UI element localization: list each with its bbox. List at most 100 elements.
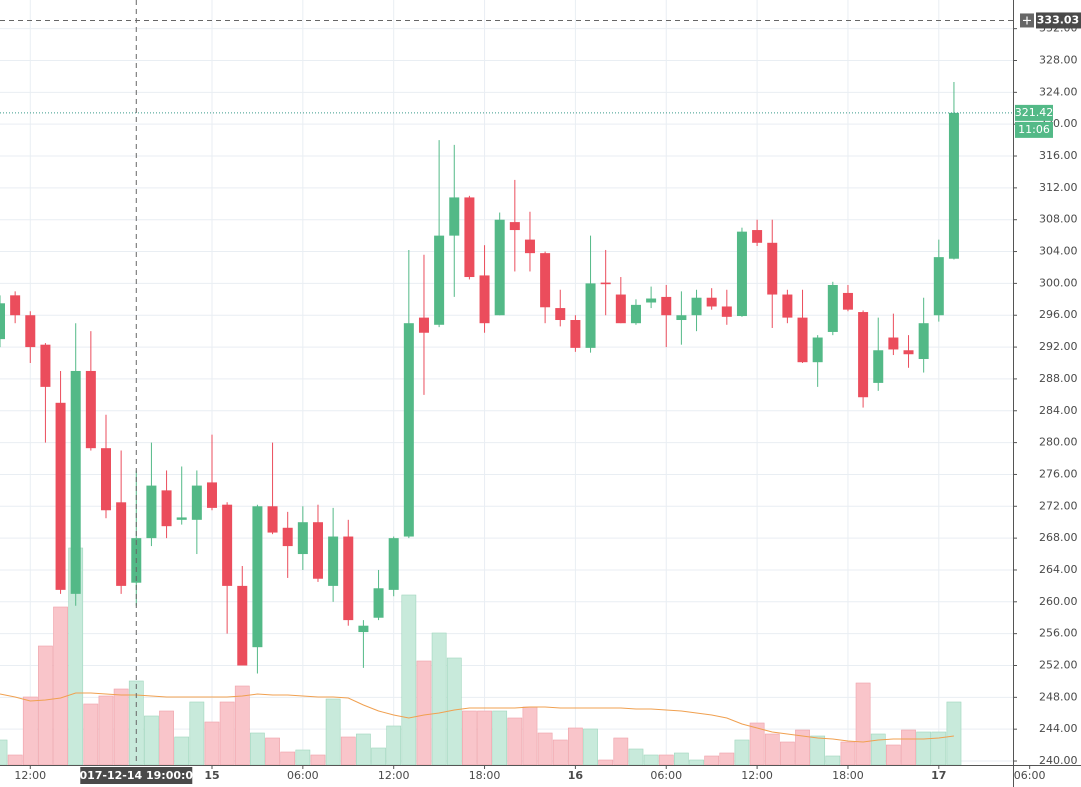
volume-bar bbox=[855, 682, 871, 766]
candle-body bbox=[449, 197, 460, 236]
volume-bar bbox=[416, 660, 432, 766]
volume-bar bbox=[310, 754, 326, 766]
y-tick-label: 248.00 bbox=[1039, 690, 1078, 703]
y-tick-label: 244.00 bbox=[1039, 722, 1078, 735]
volume-bar bbox=[0, 739, 8, 766]
volume-bar bbox=[477, 710, 492, 766]
crosshair-plus[interactable] bbox=[1023, 16, 1031, 25]
y-tick-label: 276.00 bbox=[1039, 467, 1078, 480]
volume-bar bbox=[325, 698, 341, 766]
candle-body bbox=[116, 502, 127, 586]
y-tick-label: 252.00 bbox=[1039, 658, 1078, 671]
y-tick-label: 300.00 bbox=[1039, 276, 1078, 289]
volume-bar bbox=[356, 733, 371, 766]
x-tick-label: 12:00 bbox=[14, 769, 46, 782]
candle-body bbox=[918, 323, 929, 360]
candle-body bbox=[524, 239, 535, 254]
volume-bar bbox=[689, 759, 704, 766]
volume-bar bbox=[507, 717, 523, 766]
volume-bar bbox=[462, 710, 477, 766]
volume-bar bbox=[552, 739, 568, 766]
candle-body bbox=[736, 231, 747, 317]
volume-bar bbox=[431, 632, 447, 766]
x-tick-label: 17 bbox=[931, 769, 946, 782]
volume-bar bbox=[946, 701, 962, 766]
candle-body bbox=[661, 296, 672, 316]
volume-bar bbox=[174, 736, 190, 766]
y-tick-label: 260.00 bbox=[1039, 595, 1078, 608]
y-tick-label: 256.00 bbox=[1039, 627, 1078, 640]
volume-bar bbox=[719, 752, 735, 766]
volume-bar bbox=[38, 645, 53, 766]
time-axis-bg bbox=[0, 765, 1013, 787]
candle-body bbox=[615, 294, 626, 324]
volume-bar bbox=[204, 721, 220, 766]
y-tick-label: 268.00 bbox=[1039, 531, 1078, 544]
y-tick-label: 284.00 bbox=[1039, 404, 1078, 417]
y-tick-label: 324.00 bbox=[1039, 85, 1078, 98]
y-tick-label: 328.00 bbox=[1039, 53, 1078, 66]
grid bbox=[0, 0, 1013, 765]
candle-body bbox=[479, 275, 490, 324]
volume-bar bbox=[658, 754, 674, 766]
y-tick-label: 296.00 bbox=[1039, 308, 1078, 321]
volume-bar bbox=[446, 657, 462, 766]
volume-bar bbox=[598, 759, 614, 766]
overlays bbox=[0, 0, 1013, 765]
candle-body bbox=[373, 588, 384, 618]
volume-bar bbox=[810, 735, 826, 766]
crosshair-price-box bbox=[1036, 12, 1081, 29]
x-tick-label: 06:00 bbox=[1014, 769, 1046, 782]
x-tick-label: 12:00 bbox=[378, 769, 410, 782]
candle-body bbox=[222, 504, 233, 586]
candle-body bbox=[873, 350, 884, 383]
volume-bar bbox=[22, 696, 38, 766]
x-tick-label: 16 bbox=[568, 769, 584, 782]
candle-body bbox=[161, 490, 172, 527]
volume-bar bbox=[901, 729, 916, 766]
volume-bar bbox=[886, 744, 901, 766]
volume-bar bbox=[492, 710, 508, 766]
candle-body bbox=[858, 312, 869, 398]
volume-bar bbox=[340, 736, 356, 766]
volume-bar bbox=[144, 715, 159, 766]
candle-body bbox=[509, 222, 520, 231]
volume-bar bbox=[764, 733, 780, 766]
candle-body bbox=[464, 197, 475, 278]
volume-bar bbox=[568, 727, 583, 766]
candle-body bbox=[343, 536, 354, 621]
candle-body bbox=[812, 337, 823, 363]
volume-bar bbox=[674, 752, 689, 766]
candle-body bbox=[782, 294, 793, 318]
candle-body bbox=[267, 506, 278, 533]
candle-body bbox=[494, 219, 505, 316]
volume-bar bbox=[583, 728, 598, 766]
candle-body bbox=[888, 337, 899, 350]
volume-bar bbox=[643, 754, 659, 766]
y-tick-label: 304.00 bbox=[1039, 245, 1078, 258]
candle-body bbox=[585, 283, 596, 348]
axes: 240.00 244.00 248.00 252.00 256.00 260.00 264.… bbox=[14, 12, 1081, 784]
candle-body bbox=[328, 536, 339, 586]
candle-body bbox=[146, 485, 157, 539]
crosshair-time-label: 2017-12-14 19:00:00 bbox=[72, 769, 201, 782]
volume-bar bbox=[704, 755, 720, 766]
volume-bar bbox=[98, 695, 114, 766]
volume-bar bbox=[780, 741, 795, 766]
candle-body bbox=[842, 292, 853, 310]
volume-bar bbox=[386, 725, 402, 766]
candle-body bbox=[555, 308, 566, 321]
x-tick-label: 06:00 bbox=[650, 769, 682, 782]
y-tick-label: 312.00 bbox=[1039, 181, 1078, 194]
candle-body bbox=[630, 304, 641, 324]
volume-bar bbox=[401, 594, 417, 766]
candle-body bbox=[191, 485, 202, 520]
crosshair-price-label: 333.03 bbox=[1037, 13, 1079, 26]
candle-body bbox=[297, 522, 308, 555]
last-price-box bbox=[1015, 104, 1053, 121]
y-tick-label: 316.00 bbox=[1039, 149, 1078, 162]
volume-bar bbox=[371, 747, 386, 766]
